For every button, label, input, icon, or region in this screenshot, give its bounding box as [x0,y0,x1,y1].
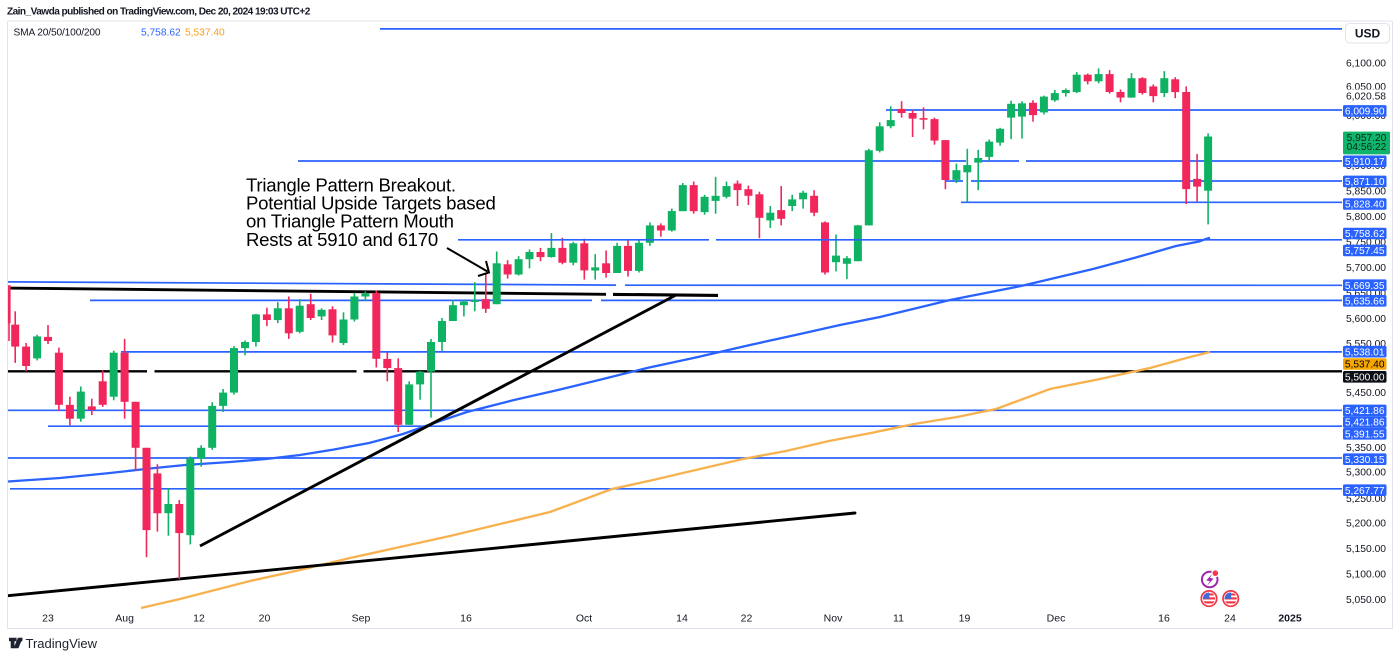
svg-text:23: 23 [42,613,54,625]
svg-text:5,300.00: 5,300.00 [1346,468,1386,479]
svg-text:5,150.00: 5,150.00 [1346,544,1386,555]
svg-text:Triangle Pattern Breakout.: Triangle Pattern Breakout. [246,175,456,196]
svg-text:24: 24 [1224,613,1236,625]
svg-text:5,758.62: 5,758.62 [1345,229,1385,240]
svg-text:2025: 2025 [1278,613,1302,625]
svg-text:5,267.77: 5,267.77 [1345,486,1385,497]
svg-text:11: 11 [893,613,904,625]
svg-text:5,700.00: 5,700.00 [1346,263,1386,274]
svg-text:5,957.20: 5,957.20 [1347,133,1387,144]
svg-text:22: 22 [741,613,753,625]
svg-text:5,537.40: 5,537.40 [1345,360,1385,371]
svg-text:19: 19 [959,613,971,625]
svg-text:5,350.00: 5,350.00 [1346,443,1386,454]
svg-text:5,850.00: 5,850.00 [1346,187,1386,198]
svg-text:20: 20 [259,613,271,625]
svg-text:04:56:22: 04:56:22 [1347,142,1387,153]
svg-text:TradingView: TradingView [26,636,98,651]
svg-text:USD: USD [1355,27,1381,41]
svg-text:5,421.86: 5,421.86 [1345,406,1385,417]
svg-text:Dec: Dec [1047,613,1066,625]
svg-text:5,750.00: 5,750.00 [1346,238,1386,249]
svg-text:14: 14 [676,613,688,625]
svg-text:5,421.86: 5,421.86 [1345,418,1385,429]
svg-text:Oct: Oct [576,613,592,625]
svg-text:5,100.00: 5,100.00 [1346,570,1386,581]
svg-text:6,009.90: 6,009.90 [1345,107,1385,118]
svg-text:Nov: Nov [824,613,843,625]
svg-text:6,020.58: 6,020.58 [1346,92,1386,103]
svg-text:5,828.40: 5,828.40 [1345,200,1385,211]
svg-text:16: 16 [1158,613,1170,625]
svg-text:5,330.15: 5,330.15 [1345,455,1385,466]
svg-text:Sep: Sep [352,613,371,625]
svg-text:12: 12 [193,613,205,625]
svg-text:Rests at 5910 and 6170: Rests at 5910 and 6170 [246,229,438,250]
svg-text:SMA 20/50/100/200: SMA 20/50/100/200 [14,27,101,38]
svg-text:5,450.00: 5,450.00 [1346,388,1386,399]
svg-text:5,391.55: 5,391.55 [1345,429,1385,440]
svg-text:5,800.00: 5,800.00 [1346,212,1386,223]
svg-text:5,500.00: 5,500.00 [1345,372,1385,383]
svg-text:5,910.17: 5,910.17 [1345,157,1385,168]
svg-text:Zain_Vawda published on Tradin: Zain_Vawda published on TradingView.com,… [7,7,311,18]
svg-text:16: 16 [460,613,472,625]
svg-text:5,635.66: 5,635.66 [1345,296,1385,307]
svg-text:5,757.45: 5,757.45 [1345,246,1385,257]
svg-text:5,669.35: 5,669.35 [1345,281,1385,292]
svg-text:on Triangle Pattern Mouth: on Triangle Pattern Mouth [246,211,454,232]
svg-text:5,871.10: 5,871.10 [1345,177,1385,188]
svg-text:5,550.00: 5,550.00 [1346,339,1386,350]
svg-text:6,100.00: 6,100.00 [1346,59,1386,70]
svg-text:6,050.00: 6,050.00 [1346,82,1386,93]
svg-text:5,600.00: 5,600.00 [1346,314,1386,325]
svg-text:5,250.00: 5,250.00 [1346,494,1386,505]
svg-text:Potential Upside Targets based: Potential Upside Targets based [246,193,496,214]
svg-text:5,758.62: 5,758.62 [141,27,181,38]
svg-text:5,650.00: 5,650.00 [1346,289,1386,300]
svg-text:5,050.00: 5,050.00 [1346,595,1386,606]
svg-text:5,538.01: 5,538.01 [1345,347,1385,358]
svg-text:5,537.40: 5,537.40 [185,27,225,38]
svg-text:5,200.00: 5,200.00 [1346,518,1386,529]
svg-text:Aug: Aug [115,613,134,625]
